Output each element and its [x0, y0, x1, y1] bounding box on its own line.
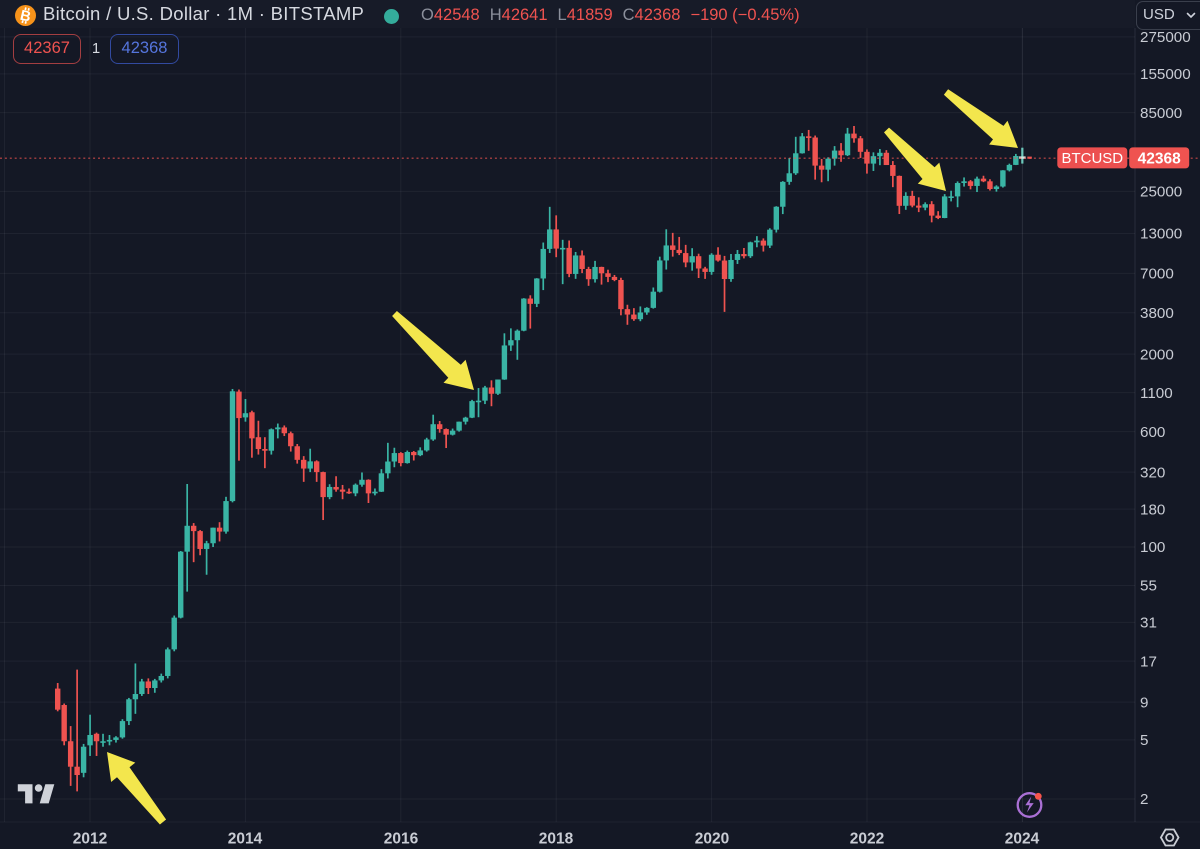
svg-text:2000: 2000	[1140, 346, 1174, 363]
svg-text:25000: 25000	[1140, 184, 1182, 201]
svg-text:2014: 2014	[228, 831, 263, 848]
svg-text:13000: 13000	[1140, 226, 1182, 243]
svg-text:320: 320	[1140, 464, 1165, 481]
svg-text:100: 100	[1140, 539, 1165, 556]
svg-text:1100: 1100	[1140, 385, 1173, 402]
svg-text:2016: 2016	[384, 831, 419, 848]
svg-text:180: 180	[1140, 501, 1165, 518]
svg-text:2012: 2012	[73, 831, 107, 848]
svg-text:2018: 2018	[539, 831, 574, 848]
svg-text:55: 55	[1140, 578, 1157, 595]
svg-text:2022: 2022	[850, 831, 884, 848]
svg-text:BTCUSD: BTCUSD	[1061, 150, 1123, 167]
svg-text:17: 17	[1140, 653, 1157, 670]
svg-text:31: 31	[1140, 615, 1157, 632]
svg-text:275000: 275000	[1140, 29, 1191, 46]
svg-text:2: 2	[1140, 791, 1148, 808]
svg-text:9: 9	[1140, 694, 1148, 711]
svg-text:155000: 155000	[1140, 66, 1191, 83]
svg-text:85000: 85000	[1140, 105, 1182, 122]
svg-text:600: 600	[1140, 424, 1165, 441]
svg-text:5: 5	[1140, 732, 1148, 749]
svg-text:2020: 2020	[695, 831, 729, 848]
svg-text:7000: 7000	[1140, 266, 1174, 283]
svg-text:42368: 42368	[1138, 150, 1181, 167]
svg-text:2024: 2024	[1005, 831, 1040, 848]
svg-text:3800: 3800	[1140, 305, 1174, 322]
